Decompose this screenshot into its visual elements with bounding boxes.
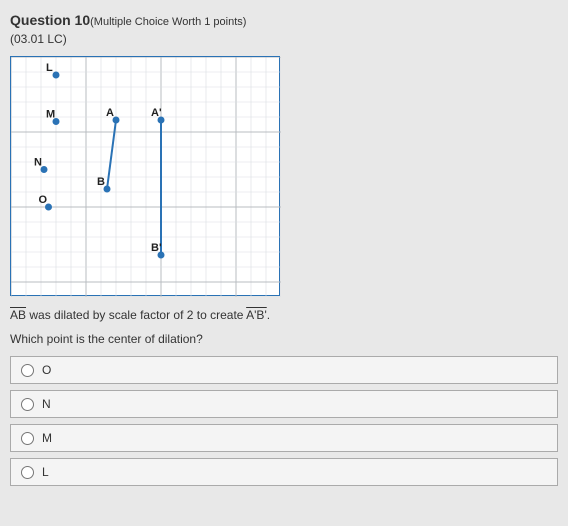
svg-text:N: N bbox=[34, 157, 42, 169]
option-label: N bbox=[42, 397, 51, 411]
coordinate-graph: L M N O A B A' B' bbox=[10, 56, 280, 296]
svg-text:A: A bbox=[106, 107, 114, 119]
option-radio-m[interactable] bbox=[21, 432, 34, 445]
option-label: L bbox=[42, 465, 49, 479]
option-label: O bbox=[42, 363, 51, 377]
prompt-mid: was dilated by scale factor of 2 to crea… bbox=[26, 308, 246, 322]
question-number: Question 10 bbox=[10, 12, 90, 28]
question-code: (03.01 LC) bbox=[10, 32, 558, 46]
svg-text:L: L bbox=[46, 62, 53, 74]
svg-text:B: B bbox=[97, 176, 105, 188]
svg-text:M: M bbox=[46, 109, 55, 121]
options-list: O N M L bbox=[10, 356, 558, 486]
question-header: Question 10(Multiple Choice Worth 1 poin… bbox=[10, 12, 558, 28]
svg-text:A': A' bbox=[151, 107, 162, 119]
option-n[interactable]: N bbox=[10, 390, 558, 418]
option-l[interactable]: L bbox=[10, 458, 558, 486]
prompt-tail: . bbox=[267, 308, 270, 322]
svg-text:B': B' bbox=[151, 242, 162, 254]
question-prompt: AB was dilated by scale factor of 2 to c… bbox=[10, 308, 558, 322]
graph-svg: L M N O A B A' B' bbox=[11, 57, 281, 297]
segment-aprime-bprime: A'B' bbox=[246, 308, 267, 322]
option-label: M bbox=[42, 431, 52, 445]
option-radio-n[interactable] bbox=[21, 398, 34, 411]
svg-text:O: O bbox=[39, 194, 48, 206]
option-o[interactable]: O bbox=[10, 356, 558, 384]
option-radio-o[interactable] bbox=[21, 364, 34, 377]
question-worth: (Multiple Choice Worth 1 points) bbox=[90, 16, 246, 28]
sub-question: Which point is the center of dilation? bbox=[10, 332, 558, 346]
option-radio-l[interactable] bbox=[21, 466, 34, 479]
segment-ab: AB bbox=[10, 308, 26, 322]
option-m[interactable]: M bbox=[10, 424, 558, 452]
